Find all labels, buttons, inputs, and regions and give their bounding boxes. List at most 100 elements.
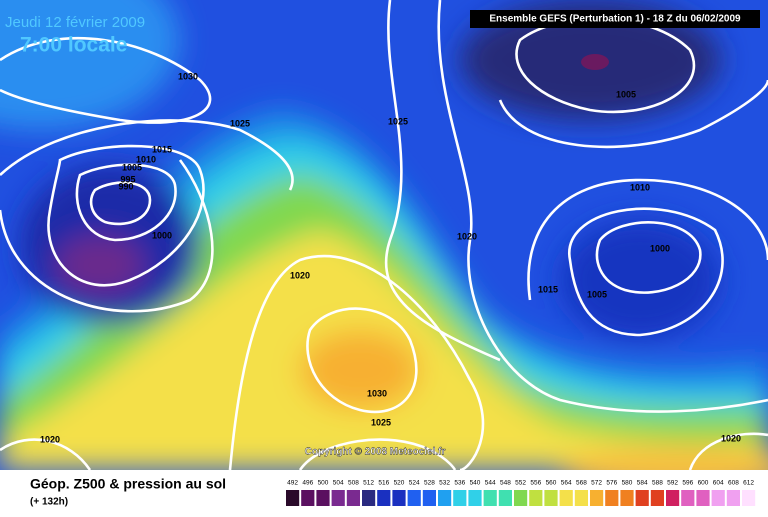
scale-swatch (681, 490, 695, 506)
scale-swatch (544, 490, 558, 506)
scale-swatch (650, 490, 664, 506)
scale-label: 600 (698, 480, 709, 487)
time: 7:00 locale (20, 34, 127, 57)
isobar-label: 1005 (122, 162, 142, 172)
scale-label: 612 (743, 480, 754, 487)
isobar (0, 119, 294, 191)
isobar-label: 995 (120, 174, 135, 184)
scale-swatch (529, 490, 543, 506)
isobar (688, 432, 768, 470)
scale-swatch (483, 490, 497, 506)
scale-label: 572 (591, 480, 602, 487)
isobar-label: 990 (118, 181, 133, 191)
isobar (0, 36, 212, 124)
scale-label: 584 (637, 480, 648, 487)
isobar-label: 1010 (136, 154, 156, 164)
scale-label: 564 (561, 480, 572, 487)
scale-swatch (346, 490, 360, 506)
scale-label: 604 (713, 480, 724, 487)
scale-swatch (301, 490, 315, 506)
model-box (470, 10, 760, 28)
scale-label: 592 (667, 480, 678, 487)
scale-label: 508 (348, 480, 359, 487)
model-info: Ensemble GEFS (Perturbation 1) - 18 Z du… (489, 14, 741, 25)
isobar (228, 254, 485, 470)
scale-swatch (392, 490, 406, 506)
legend-subtitle: (+ 132h) (30, 497, 68, 508)
scale-label: 520 (394, 480, 405, 487)
isobar-label: 1000 (650, 243, 670, 253)
scale-label: 608 (728, 480, 739, 487)
scale-swatch (438, 490, 452, 506)
scale-label: 492 (287, 480, 298, 487)
scale-swatch (316, 490, 330, 506)
isobar-label: 1005 (616, 89, 636, 99)
scale-swatch (407, 490, 421, 506)
isobar (75, 163, 177, 242)
geopotential-field: 1030102510151010100599599010001025102010… (0, 0, 768, 470)
scale-swatch (286, 490, 300, 506)
scale-swatch (726, 490, 740, 506)
scale-label: 532 (439, 480, 450, 487)
scale-label: 496 (302, 480, 313, 487)
isobar-label: 1015 (152, 144, 172, 154)
scale-swatch (590, 490, 604, 506)
scale-label: 524 (409, 480, 420, 487)
scale-label: 588 (652, 480, 663, 487)
isobar (595, 221, 702, 294)
isobar (437, 0, 768, 413)
scale-swatch (331, 490, 345, 506)
scale-label: 596 (682, 480, 693, 487)
isobar-label: 1020 (457, 231, 477, 241)
copyright: Copyright © 2008 Meteociel.fr (305, 447, 446, 458)
isobar-label: 1025 (371, 417, 391, 427)
isobar (89, 181, 152, 226)
scale-label: 504 (333, 480, 344, 487)
scale-label: 580 (622, 480, 633, 487)
isobar (0, 438, 92, 470)
isobar-label: 1020 (40, 434, 60, 444)
scale-label: 528 (424, 480, 435, 487)
scale-label: 568 (576, 480, 587, 487)
scale-label: 576 (606, 480, 617, 487)
scale-label: 548 (500, 480, 511, 487)
scale-swatch (498, 490, 512, 506)
scale-swatch (742, 490, 756, 506)
scale-swatch (635, 490, 649, 506)
scale-swatch (620, 490, 634, 506)
scale-swatch (422, 490, 436, 506)
isobar-label: 1020 (290, 270, 310, 280)
scale-label: 512 (363, 480, 374, 487)
isobar-label: 1020 (721, 433, 741, 443)
scale-swatch (666, 490, 680, 506)
isobar (298, 438, 457, 470)
isobar (0, 159, 214, 313)
scale-label: 544 (485, 480, 496, 487)
scale-label: 536 (454, 480, 465, 487)
scale-swatch (468, 490, 482, 506)
isobar (568, 207, 724, 337)
isobar-labels: 1030102510151010100599599010001025102010… (40, 71, 741, 444)
scale-label: 560 (546, 480, 557, 487)
scale-swatch (377, 490, 391, 506)
scale-swatch (605, 490, 619, 506)
scale-label: 556 (530, 480, 541, 487)
isobar-label: 1025 (230, 118, 250, 128)
isobar-label: 1010 (630, 182, 650, 192)
isobar-label: 1030 (178, 71, 198, 81)
scale-swatch (574, 490, 588, 506)
scale-swatch (559, 490, 573, 506)
scale-swatch (453, 490, 467, 506)
isobar (527, 178, 768, 301)
color-scale: 492 496 500 504 508 512 516 520 524 528 532 536 540 5… (286, 480, 756, 506)
isobar (47, 144, 205, 287)
isobar-label: 1000 (152, 230, 172, 240)
isobar (306, 307, 418, 414)
scale-label: 552 (515, 480, 526, 487)
scale-swatch (711, 490, 725, 506)
scale-label: 516 (378, 480, 389, 487)
isobar-label: 1030 (367, 388, 387, 398)
scale-swatch (696, 490, 710, 506)
scale-swatch (514, 490, 528, 506)
